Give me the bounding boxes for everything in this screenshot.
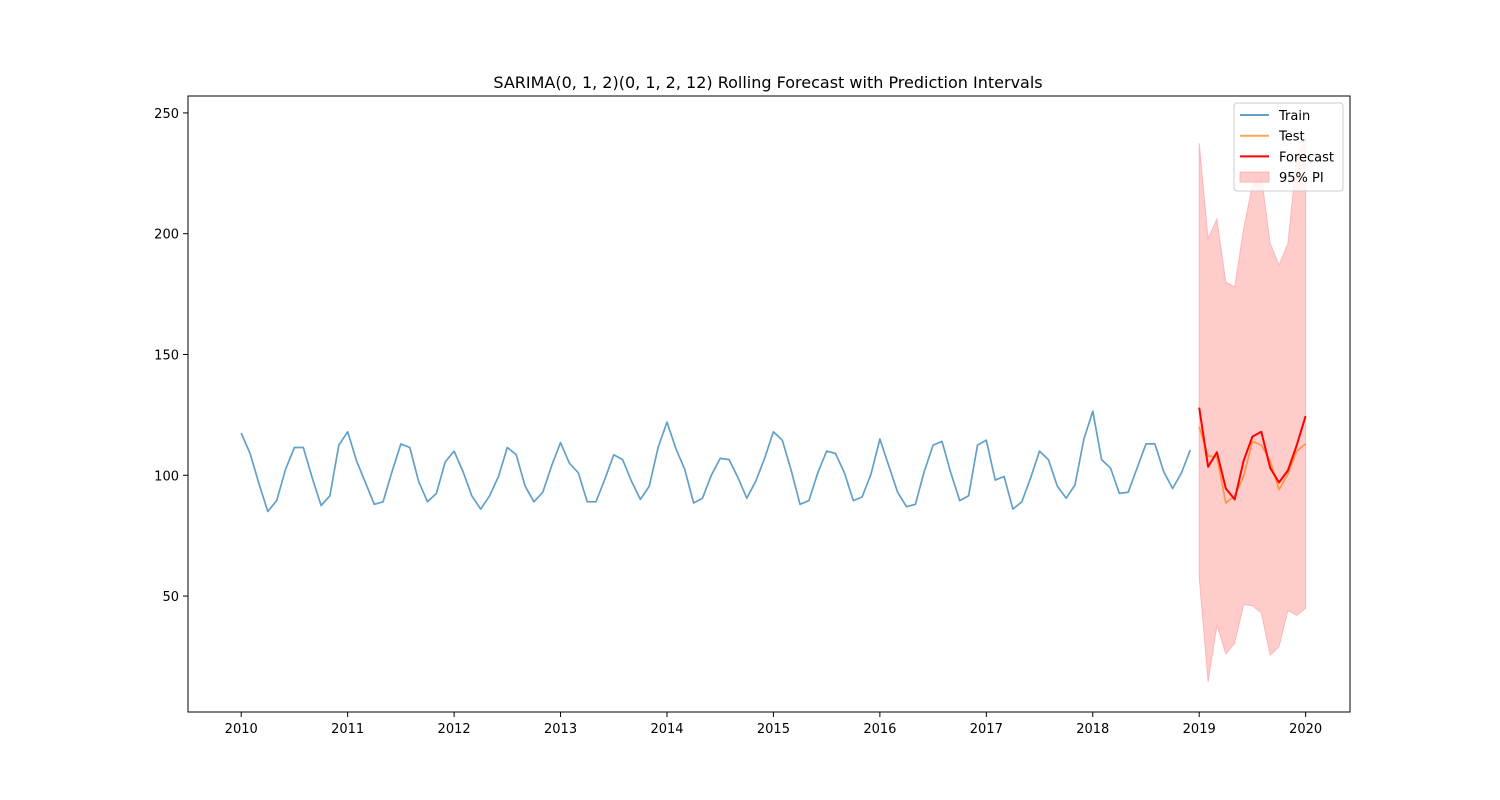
- x-tick-label: 2012: [438, 722, 471, 737]
- legend-swatch-95pi: [1239, 171, 1270, 183]
- series-95pi-band: [1198, 136, 1307, 682]
- y-tick-label: 250: [154, 107, 179, 122]
- x-tick-label: 2019: [1183, 722, 1216, 737]
- legend-label: 95% PI: [1279, 171, 1324, 186]
- chart-title: SARIMA(0, 1, 2)(0, 1, 2, 12) Rolling For…: [493, 73, 1042, 92]
- y-tick-label: 100: [154, 469, 179, 484]
- series-train-line: [240, 410, 1192, 513]
- x-tick-label: 2015: [757, 722, 790, 737]
- plot-area: [240, 136, 1307, 682]
- x-tick-label: 2017: [970, 722, 1003, 737]
- series-test-line: [1198, 426, 1307, 504]
- x-tick-label: 2013: [544, 722, 577, 737]
- x-tick-label: 2014: [650, 722, 683, 737]
- x-tick-label: 2011: [331, 722, 364, 737]
- x-tick-label: 2010: [225, 722, 258, 737]
- legend-label: Forecast: [1279, 150, 1334, 165]
- x-tick-label: 2016: [863, 722, 896, 737]
- legend-label: Train: [1278, 109, 1310, 124]
- x-tick-label: 2020: [1289, 722, 1322, 737]
- axes-frame: [187, 95, 1351, 713]
- legend-box: [1233, 102, 1344, 192]
- legend-label: Test: [1278, 130, 1305, 145]
- y-tick-label: 200: [154, 228, 179, 243]
- axes: 2010 2011 2012 2013 2014 2015 2016 2017 2018 2019…: [154, 95, 1351, 737]
- y-tick-label: 50: [162, 590, 179, 605]
- series-forecast-line: [1198, 407, 1307, 501]
- legend: Train Test Forecast 95% PI: [1233, 102, 1344, 192]
- x-tick-label: 2018: [1076, 722, 1109, 737]
- y-tick-label: 150: [154, 348, 179, 363]
